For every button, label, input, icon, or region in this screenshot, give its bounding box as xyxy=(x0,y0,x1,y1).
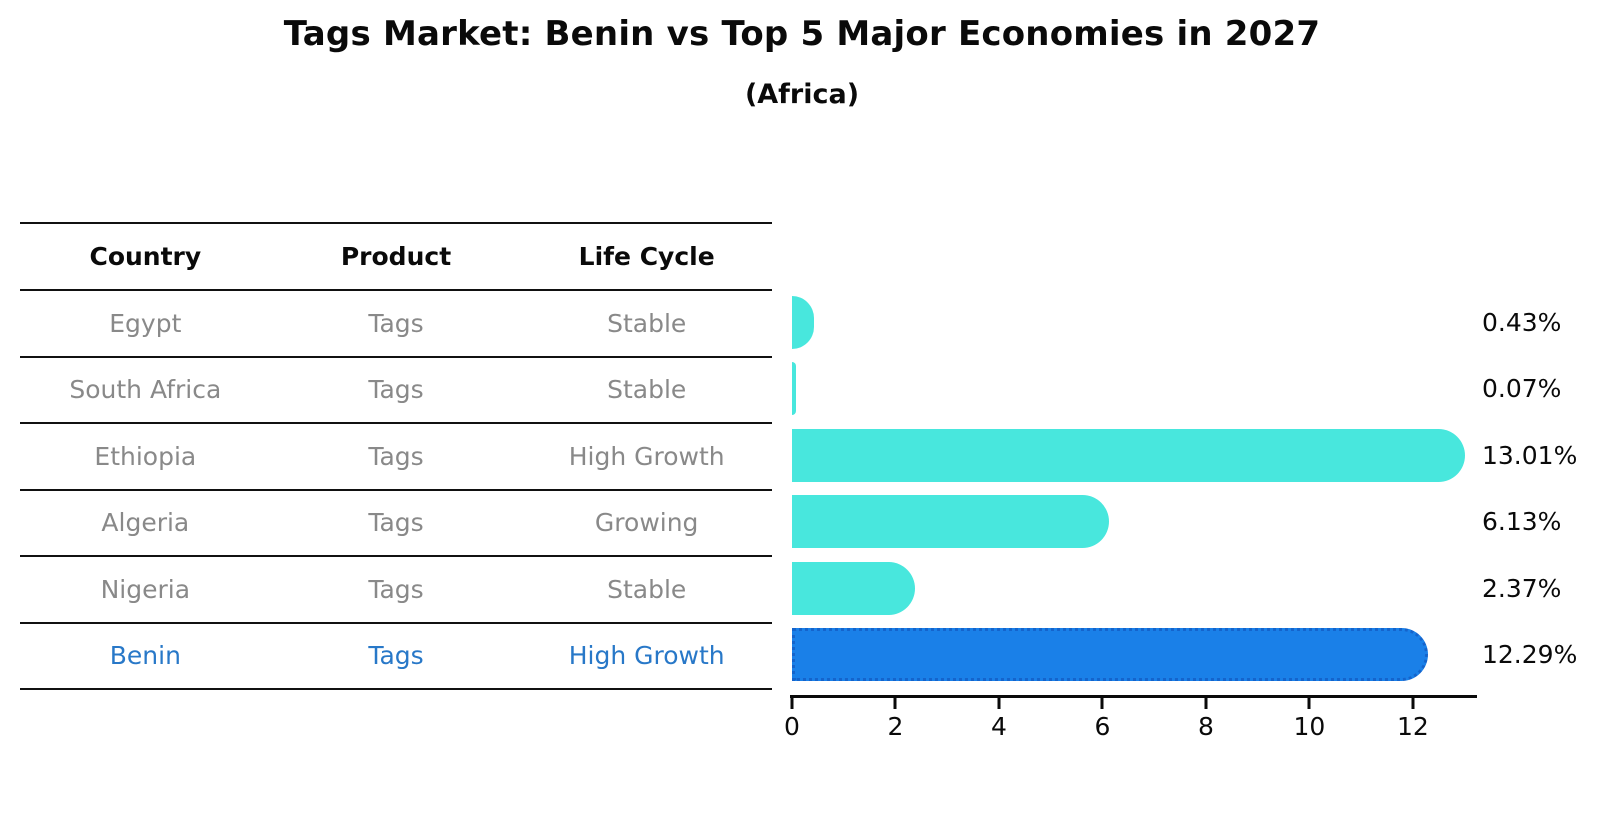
table-cell-country: Egypt xyxy=(109,308,182,338)
bar-slot xyxy=(792,622,1475,689)
table-cell-product: Tags xyxy=(368,441,424,471)
bar xyxy=(792,362,796,416)
bar-highlight-benin xyxy=(792,628,1428,682)
x-axis-tick-label: 8 xyxy=(1197,712,1214,741)
table-cell-product: Tags xyxy=(368,308,424,338)
x-axis-tick-mark xyxy=(790,698,794,709)
table-cell-product: Tags xyxy=(368,574,424,604)
table-row: Egypt Tags Stable xyxy=(20,289,772,356)
table-cell-country: Algeria xyxy=(101,508,190,538)
chart-subtitle: (Africa) xyxy=(744,79,860,110)
table-header-row: Country Product Life Cycle xyxy=(20,222,772,289)
table-cell-country: South Africa xyxy=(69,375,222,405)
table-cell-life-cycle: Stable xyxy=(607,574,687,604)
bar-value-label: 2.37% xyxy=(1482,573,1562,603)
bar-value-label: 0.43% xyxy=(1482,307,1562,337)
column-header-life-cycle: Life Cycle xyxy=(578,242,715,271)
bar xyxy=(792,295,815,349)
bar-value-label: 12.29% xyxy=(1482,640,1578,670)
x-axis-tick-mark xyxy=(1307,698,1311,709)
x-axis-tick-mark xyxy=(1100,698,1104,709)
table-cell-life-cycle: High Growth xyxy=(568,641,725,671)
bar xyxy=(792,561,915,615)
table-row: Nigeria Tags Stable xyxy=(20,555,772,622)
x-axis-tick-label: 10 xyxy=(1293,712,1326,741)
table-row: South Africa Tags Stable xyxy=(20,355,772,423)
comparison-table: Country Product Life Cycle Egypt Tags Stab… xyxy=(20,222,772,690)
bar-slot xyxy=(792,555,1475,622)
bar xyxy=(792,495,1110,549)
x-axis-line xyxy=(790,695,1477,698)
x-axis-tick-mark xyxy=(997,698,1001,709)
chart-title: Tags Market: Benin vs Top 5 Major Econom… xyxy=(283,14,1321,54)
table-cell-life-cycle: Stable xyxy=(607,308,687,338)
bar-value-label: 6.13% xyxy=(1482,507,1562,537)
table-cell-product: Tags xyxy=(368,508,424,538)
column-header-country: Country xyxy=(89,242,202,271)
table-cell-life-cycle: Growing xyxy=(594,508,699,538)
bar-value-label: 0.07% xyxy=(1482,374,1562,404)
bar-slot xyxy=(792,489,1475,556)
x-axis-tick-label: 2 xyxy=(887,712,904,741)
bar-chart-plot-area xyxy=(792,289,1475,688)
x-axis-tick-label: 12 xyxy=(1397,712,1429,741)
bar-slot xyxy=(792,289,1475,356)
table-cell-life-cycle: Stable xyxy=(607,375,687,405)
bar-slot xyxy=(792,356,1475,423)
column-header-product: Product xyxy=(340,242,452,271)
x-axis-tick-mark xyxy=(1204,698,1208,709)
bar xyxy=(792,428,1466,482)
table-cell-life-cycle: High Growth xyxy=(568,441,725,471)
x-axis-tick-label: 0 xyxy=(784,712,800,741)
table-cell-product: Tags xyxy=(368,375,424,405)
table-row: Benin Tags High Growth xyxy=(20,621,772,689)
bar-value-label: 13.01% xyxy=(1482,440,1578,470)
table-cell-product: Tags xyxy=(368,641,424,671)
x-axis-ticks: 0 2 4 6 8 10 12 xyxy=(784,698,1475,748)
x-axis-tick-label: 4 xyxy=(991,712,1007,741)
x-axis-tick-mark xyxy=(893,698,897,709)
table-cell-country: Benin xyxy=(109,641,181,671)
bar-slot xyxy=(792,422,1475,489)
x-axis-tick-label: 6 xyxy=(1094,712,1111,741)
value-labels-column: 0.43% 0.07% 13.01% 6.13% 2.37% 12.29% xyxy=(1482,289,1577,688)
table-body: Egypt Tags Stable South Africa Tags Stable Eth… xyxy=(20,289,772,688)
table-row: Algeria Tags Growing xyxy=(20,488,772,556)
table-row: Ethiopia Tags High Growth xyxy=(20,422,772,489)
x-axis-tick-mark xyxy=(1411,698,1415,709)
table-cell-country: Ethiopia xyxy=(94,441,197,471)
table-cell-country: Nigeria xyxy=(100,574,191,604)
